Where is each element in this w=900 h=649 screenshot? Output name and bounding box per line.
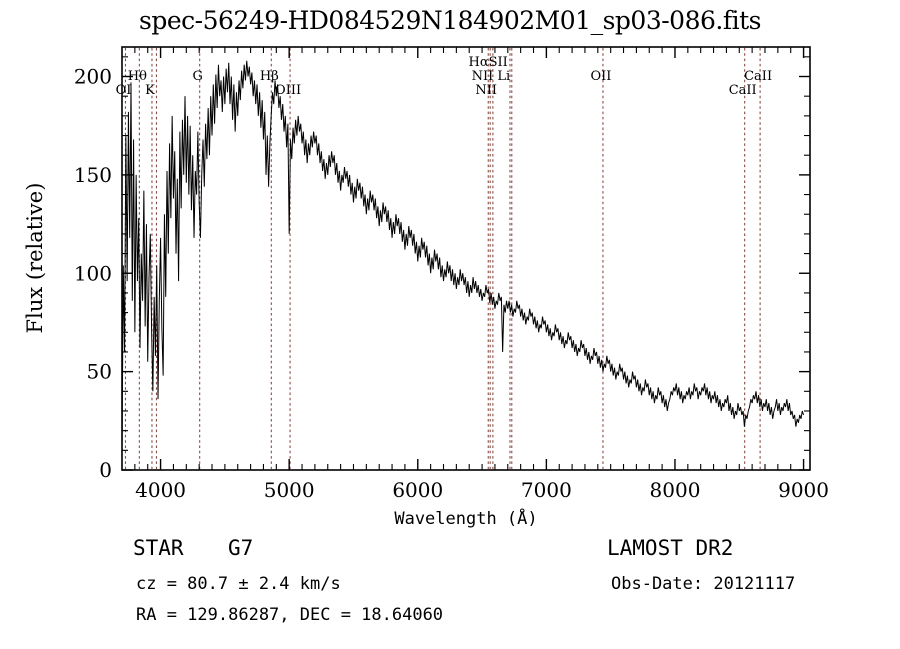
line-label: NII Li (472, 69, 511, 84)
footer-spectral-class: G7 (228, 536, 253, 560)
line-label: K (145, 83, 155, 98)
y-tick-label: 200 (74, 65, 112, 89)
page-title: spec-56249-HD084529N184902M01_sp03-086.f… (139, 6, 761, 35)
x-tick-label: 4000 (135, 478, 186, 502)
footer-coordinates: RA = 129.86287, DEC = 18.64060 (136, 605, 443, 625)
plot-frame (121, 46, 811, 471)
y-tick-label: 50 (87, 360, 112, 384)
y-tick-labels: 0 50 100 150 200 (74, 65, 112, 482)
footer-object-type: STAR (133, 536, 184, 560)
line-label: HαSII (469, 55, 508, 70)
x-tick-label: 9000 (778, 478, 829, 502)
y-tick-label: 150 (74, 163, 112, 187)
axis-ticks (122, 47, 810, 471)
y-axis-title: Flux (relative) (23, 183, 47, 334)
line-label: CaII (729, 83, 757, 98)
x-tick-label: 8000 (650, 478, 701, 502)
footer-obs-date: Obs-Date: 20121117 (611, 574, 795, 594)
y-tick-label: 0 (99, 458, 112, 482)
line-label: OIII (275, 83, 301, 98)
line-label: G (192, 69, 202, 84)
x-axis-title: Wavelength (Å) (394, 507, 537, 529)
x-tick-label: 5000 (264, 478, 315, 502)
x-tick-labels: 4000 5000 6000 7000 8000 9000 (135, 478, 829, 502)
line-label: CaII (744, 69, 772, 84)
x-tick-label: 7000 (521, 478, 572, 502)
line-label: OII (590, 69, 611, 84)
line-label: NII (475, 83, 497, 98)
line-label: OI (116, 83, 132, 98)
spectrum-trace (121, 60, 805, 455)
line-label: Hθ (128, 69, 147, 84)
footer-survey: LAMOST DR2 (607, 536, 733, 560)
footer-redshift: cz = 80.7 ± 2.4 km/s (136, 574, 341, 594)
spectral-line-markers (124, 48, 761, 469)
x-tick-label: 6000 (392, 478, 443, 502)
y-tick-label: 100 (74, 261, 112, 285)
line-label: Hβ (260, 69, 279, 84)
